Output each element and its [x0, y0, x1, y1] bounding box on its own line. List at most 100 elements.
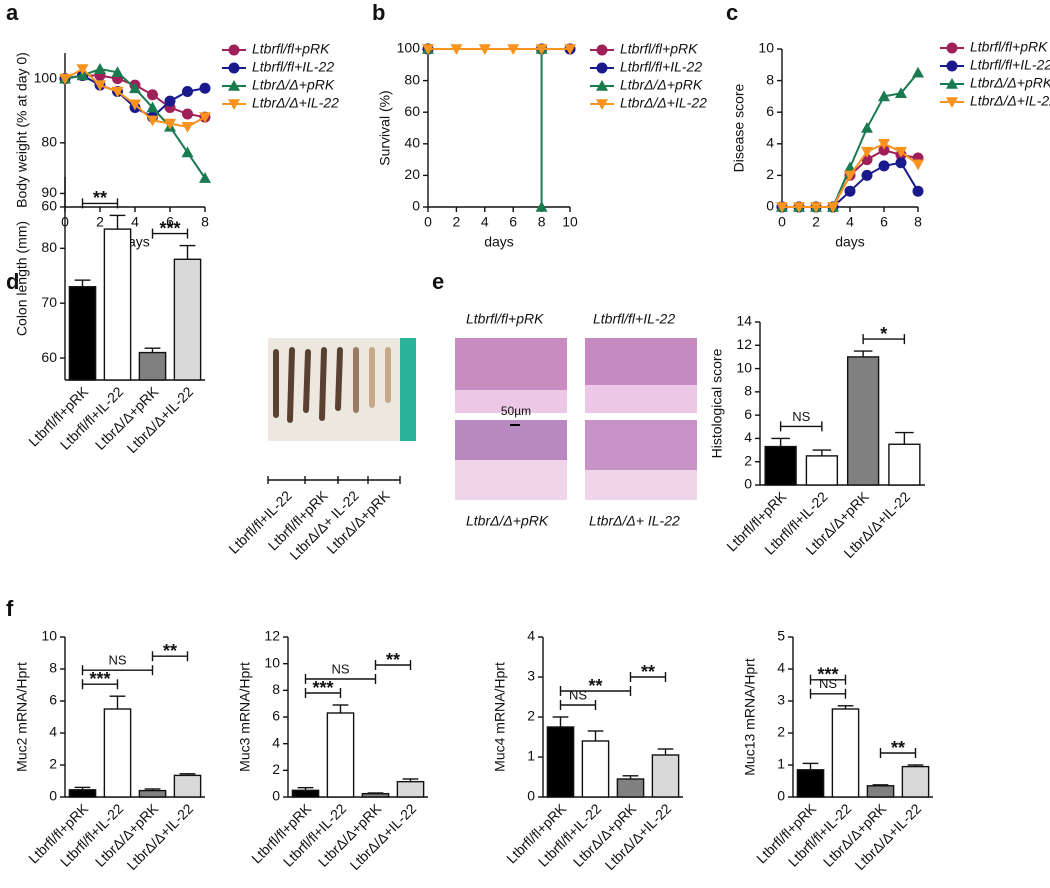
marker [422, 44, 434, 55]
y-tick-label: 12 [264, 628, 280, 644]
y-tick-label: 2 [766, 166, 774, 182]
y-tick-label: 6 [766, 103, 774, 119]
significance-bracket [304, 674, 377, 684]
legend-marker [228, 99, 240, 110]
y-axis-label: Survival (%) [377, 90, 393, 165]
marker [912, 159, 924, 171]
bar [68, 286, 97, 381]
y-tick-label: 10 [41, 628, 57, 644]
histology-label: LtbrΔ/Δ+ IL-22 [589, 513, 680, 529]
legend-marker [228, 44, 240, 56]
y-tick-label: 0 [777, 788, 785, 804]
bar [173, 774, 202, 798]
significance-label: ** [891, 738, 905, 758]
marker [147, 89, 158, 101]
y-tick-label: 4 [272, 734, 280, 750]
y-tick-label: 0 [527, 788, 535, 804]
y-tick-label: 8 [49, 660, 57, 676]
y-tick-label: 3 [527, 668, 535, 684]
bar [361, 792, 390, 798]
bar [173, 258, 202, 381]
significance-label: ** [386, 650, 400, 670]
colon [303, 349, 311, 413]
bar [103, 228, 132, 381]
y-tick-label: 10 [758, 40, 774, 56]
significance-label: ** [163, 641, 177, 661]
significance-label: ** [588, 676, 602, 696]
legend-marker [228, 80, 240, 91]
y-tick-label: 12 [736, 336, 752, 352]
bar [831, 708, 860, 798]
significance-bracket [81, 665, 154, 676]
bar [138, 789, 167, 798]
y-tick-label: 8 [272, 681, 280, 697]
y-tick-label: 2 [272, 761, 280, 777]
marker [129, 99, 141, 111]
marker [181, 146, 194, 158]
y-tick-label: 2 [744, 452, 752, 468]
legend-marker [596, 80, 608, 91]
histology-submucosa [455, 460, 567, 500]
significance-bracket [559, 700, 597, 710]
y-tick-label: 10 [736, 359, 752, 375]
marker [895, 87, 907, 99]
marker [810, 202, 822, 213]
y-tick-label: 100 [397, 40, 421, 56]
histology-label: Ltbrfl/fl+pRK [466, 311, 544, 327]
marker [76, 64, 89, 76]
legend-marker [596, 44, 608, 56]
marker [861, 122, 873, 133]
y-tick-label: 20 [404, 166, 420, 182]
bar [326, 712, 355, 798]
marker [111, 66, 124, 78]
y-tick-label: 2 [527, 708, 535, 724]
bar [651, 754, 680, 798]
bar [396, 780, 425, 798]
significance-bracket [81, 679, 119, 690]
y-axis-label: Muc3 mRNA/Hprt [237, 662, 253, 772]
ruler [400, 338, 416, 441]
legend-label: Ltbrfl/fl+pRK [970, 39, 1048, 55]
x-axis-label: days [484, 234, 514, 250]
bar [138, 351, 167, 381]
legend-label: LtbrΔ/Δ+pRK [970, 75, 1050, 91]
legend-marker [946, 78, 958, 89]
y-tick-label: 6 [49, 692, 57, 708]
x-tick-label: 6 [880, 214, 888, 230]
y-tick-label: 0 [412, 198, 420, 214]
significance-bracket [862, 334, 906, 345]
y-tick-label: 40 [404, 135, 420, 151]
marker [827, 202, 839, 213]
legend-label: Ltbrfl/fl+IL-22 [620, 59, 702, 75]
legend-marker [946, 60, 958, 72]
panel-letter: c [726, 0, 738, 25]
x-tick-label: 2 [812, 214, 820, 230]
x-tick-label: 4 [846, 214, 854, 230]
marker [199, 82, 211, 94]
histology-submucosa [585, 470, 697, 500]
x-tick-label: 8 [914, 214, 922, 230]
y-axis-label: Muc4 mRNA/Hprt [492, 662, 508, 772]
y-tick-label: 6 [744, 406, 752, 422]
y-tick-label: 60 [41, 198, 57, 214]
y-tick-label: 1 [777, 756, 785, 772]
y-tick-label: 10 [264, 654, 280, 670]
x-tick-label: 10 [562, 214, 578, 230]
bar [103, 708, 132, 798]
marker [182, 108, 193, 120]
significance-bracket [809, 688, 847, 699]
y-tick-label: 0 [766, 198, 774, 214]
marker [182, 86, 193, 97]
y-tick-label: 60 [404, 103, 420, 119]
bar [546, 726, 575, 798]
significance-bracket [809, 674, 847, 685]
histology-images [455, 338, 697, 500]
colon [335, 347, 343, 411]
legend-marker [946, 42, 958, 54]
bar [866, 785, 895, 798]
marker [199, 172, 211, 183]
y-tick-label: 8 [766, 71, 774, 87]
bar [616, 778, 645, 798]
